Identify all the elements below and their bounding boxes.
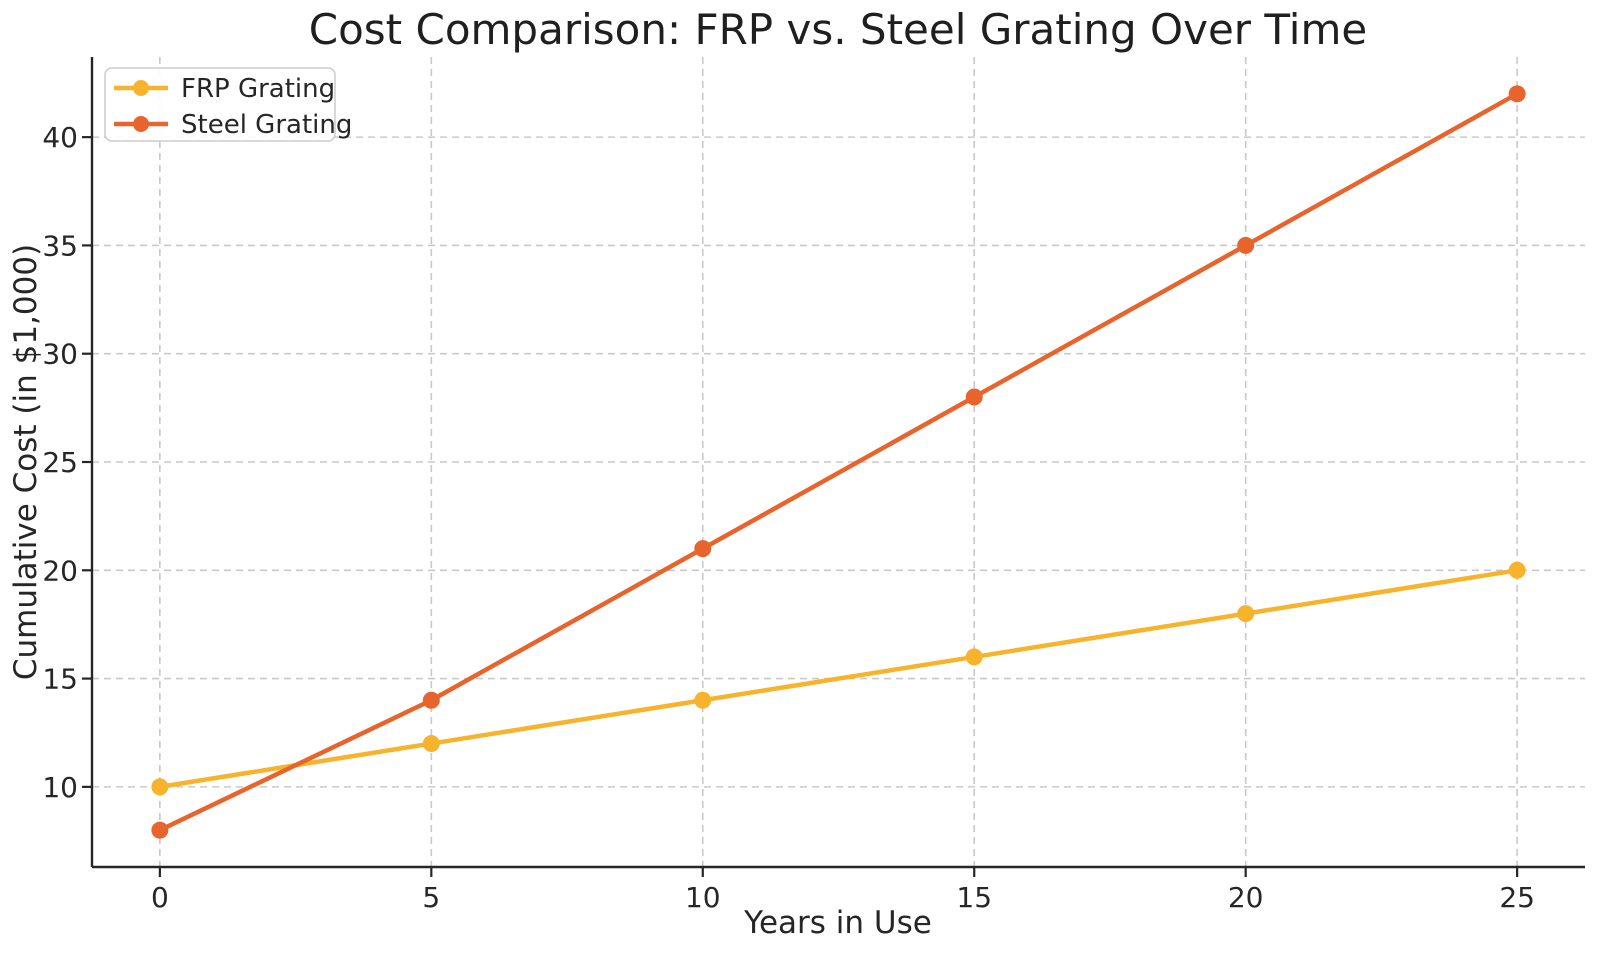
data-series — [151, 85, 1526, 839]
x-tick-label: 5 — [422, 881, 440, 914]
x-tick-label: 20 — [1228, 881, 1264, 914]
legend: FRP Grating Steel Grating — [104, 67, 352, 142]
data-point-frp-grating — [151, 778, 169, 796]
data-point-frp-grating — [1237, 605, 1255, 623]
series-line-steel-grating — [157, 91, 1520, 833]
y-tick-label: 30 — [42, 338, 78, 371]
x-tick-label: 0 — [151, 881, 169, 914]
x-tick-label: 15 — [956, 881, 992, 914]
axes: 0 5 10 15 20 25 10 15 20 25 30 35 40 — [42, 57, 1585, 914]
legend-marker-steel — [133, 116, 149, 132]
data-point-steel-grating — [422, 691, 440, 709]
x-axis-label: Years in Use — [743, 905, 932, 941]
y-tick-label: 10 — [42, 771, 78, 804]
x-tick-label: 10 — [685, 881, 721, 914]
data-point-frp-grating — [965, 648, 983, 666]
data-point-steel-grating — [151, 821, 169, 839]
data-point-steel-grating — [1508, 85, 1526, 103]
data-point-frp-grating — [1508, 561, 1526, 579]
data-point-steel-grating — [694, 540, 712, 558]
data-point-frp-grating — [694, 691, 712, 709]
legend-item-steel-grating: Steel Grating — [114, 110, 352, 140]
y-tick-label: 35 — [42, 229, 78, 262]
series-line-frp-grating — [157, 568, 1520, 790]
chart-title: Cost Comparison: FRP vs. Steel Grating O… — [309, 5, 1367, 54]
data-point-frp-grating — [422, 735, 440, 753]
data-point-steel-grating — [1237, 236, 1255, 254]
legend-item-frp-grating: FRP Grating — [114, 74, 335, 104]
legend-label-frp: FRP Grating — [181, 74, 335, 104]
y-axis-label: Cumulative Cost (in $1,000) — [8, 244, 44, 680]
x-tick-label: 25 — [1499, 881, 1535, 914]
y-tick-label: 40 — [42, 121, 78, 154]
legend-label-steel: Steel Grating — [181, 110, 352, 140]
y-tick-label: 25 — [42, 446, 78, 479]
legend-marker-frp — [133, 80, 149, 96]
data-point-steel-grating — [965, 388, 983, 406]
y-tick-label: 20 — [42, 554, 78, 587]
y-tick-label: 15 — [42, 663, 78, 696]
